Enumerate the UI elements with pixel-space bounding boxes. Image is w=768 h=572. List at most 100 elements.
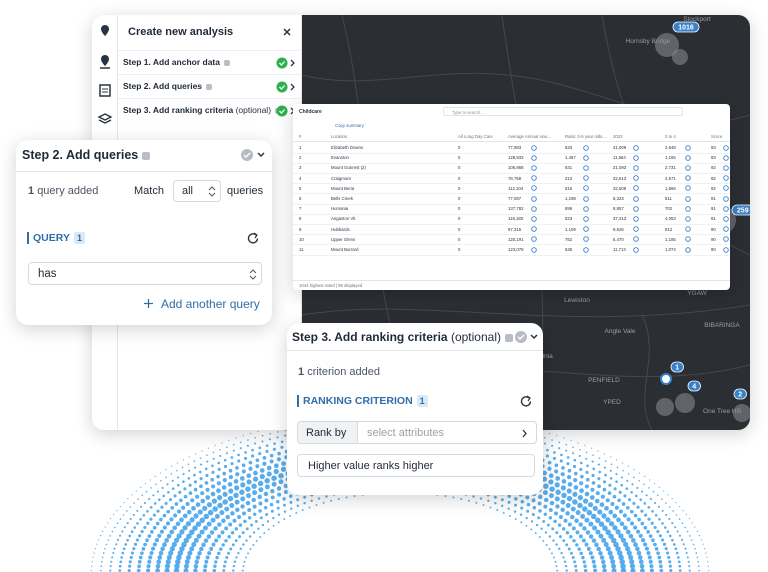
dot <box>496 509 499 512</box>
dot <box>697 565 700 568</box>
dot <box>634 494 638 498</box>
dot <box>643 542 648 547</box>
dot <box>130 530 134 534</box>
cluster-badge[interactable]: 4 <box>687 380 701 392</box>
reset-icon[interactable] <box>247 232 259 244</box>
queries-panel: Step 2. Add queries 1 query added Match … <box>16 140 272 325</box>
dot <box>266 520 270 523</box>
dot <box>205 487 210 492</box>
dot <box>92 556 94 558</box>
dot <box>98 539 100 541</box>
dot <box>250 523 254 527</box>
dot <box>195 555 201 560</box>
direction-select[interactable]: Higher value ranks higher <box>297 454 535 477</box>
dot <box>644 513 648 517</box>
dot <box>674 526 677 529</box>
table-cell: 97,316 <box>508 226 522 232</box>
dot <box>216 488 221 494</box>
table-cell: 8,323 <box>613 196 624 201</box>
dot <box>245 556 248 559</box>
dot <box>276 506 280 510</box>
dot <box>590 487 595 492</box>
dot <box>663 490 665 492</box>
dot <box>694 526 696 528</box>
dot <box>561 479 567 484</box>
dot <box>564 564 568 568</box>
dot <box>623 541 629 548</box>
dot <box>273 442 276 445</box>
dot <box>569 551 573 555</box>
cluster-badge[interactable]: 1 <box>670 361 684 373</box>
dot <box>589 495 595 500</box>
table-cell: 0 <box>458 165 461 171</box>
status-toggle[interactable] <box>240 148 268 162</box>
copy-summary[interactable]: Copy summary <box>335 123 364 128</box>
dot <box>702 543 704 545</box>
dot <box>622 513 628 518</box>
dot <box>317 497 321 500</box>
dot <box>166 509 171 514</box>
dot <box>166 533 172 539</box>
dot <box>283 490 288 494</box>
dot <box>508 514 511 517</box>
dot <box>183 487 187 491</box>
dot <box>678 534 681 537</box>
dot <box>237 515 242 519</box>
dot <box>149 506 153 509</box>
cluster-badge[interactable]: 259 <box>731 204 750 216</box>
dot <box>628 554 634 561</box>
dot <box>629 521 635 526</box>
rank-ring <box>723 205 729 212</box>
dot <box>638 533 643 538</box>
add-query[interactable]: Add another query <box>144 297 260 311</box>
dot <box>155 483 157 486</box>
rank-ring <box>723 236 729 243</box>
dot <box>625 546 631 552</box>
dot <box>193 564 199 569</box>
dot <box>551 552 553 555</box>
dot <box>165 468 167 471</box>
criterion-index: 1 <box>416 395 428 408</box>
dot <box>520 499 524 504</box>
cluster-badge[interactable]: 1016 <box>672 21 700 33</box>
table-cell: 32,609 <box>613 185 627 191</box>
dot <box>494 502 497 505</box>
status-toggle[interactable] <box>514 330 540 344</box>
dot <box>217 467 221 471</box>
dot <box>240 496 246 502</box>
cluster-badge[interactable]: 2 <box>733 388 747 400</box>
search-box[interactable]: Type to search... <box>443 107 683 116</box>
dot <box>565 569 568 572</box>
dot <box>629 563 636 569</box>
rank-by-select[interactable]: Rank by select attributes <box>297 421 537 444</box>
dot <box>141 546 146 551</box>
step-row[interactable]: Step 2. Add queries <box>118 74 302 98</box>
dot <box>221 485 227 490</box>
dot <box>489 506 492 509</box>
dot <box>566 462 570 466</box>
dot <box>276 431 279 433</box>
query-heading: QUERY 1 <box>27 232 85 245</box>
dot <box>154 538 160 543</box>
dot <box>152 494 155 497</box>
dot <box>636 550 642 556</box>
dot <box>558 515 563 519</box>
dot <box>591 481 596 485</box>
rank-by-placeholder: select attributes <box>367 427 445 439</box>
match-select[interactable]: all <box>173 180 221 202</box>
table-cell: 10 <box>299 236 304 242</box>
close-button[interactable] <box>283 28 291 36</box>
step-row[interactable]: Step 1. Add anchor data <box>118 50 302 74</box>
dot <box>692 543 695 546</box>
dot <box>502 511 505 514</box>
table-cell: 1,165 <box>665 155 676 161</box>
reset-icon[interactable] <box>520 395 532 407</box>
table-cell: 90 <box>711 226 716 232</box>
dot <box>160 546 165 552</box>
dot <box>514 503 517 507</box>
ring <box>583 185 589 192</box>
condition-select[interactable]: has <box>28 262 262 285</box>
dot <box>542 470 547 476</box>
step-row[interactable]: Step 3. Add ranking criteria (optional) <box>118 98 302 122</box>
dot <box>573 485 579 490</box>
